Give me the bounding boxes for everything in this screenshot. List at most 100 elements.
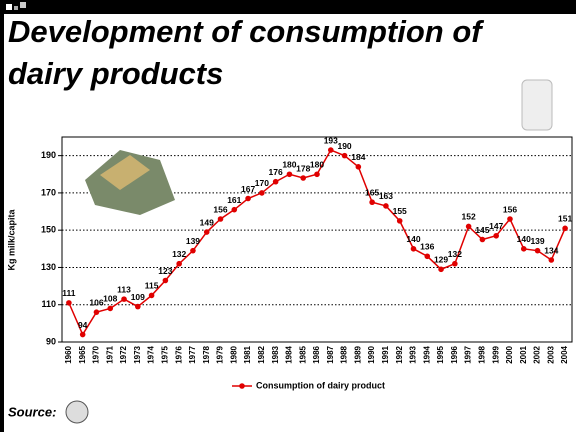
x-tick-label: 1988: [340, 345, 349, 363]
x-tick-label: 2002: [533, 345, 542, 363]
x-tick-label: 1996: [450, 345, 459, 363]
x-tick-label: 1992: [395, 345, 404, 363]
data-point: [438, 266, 444, 273]
data-label: 129: [434, 255, 448, 265]
data-label: 170: [255, 178, 269, 188]
x-tick-label: 1985: [298, 345, 307, 363]
data-point: [424, 253, 431, 260]
data-point: [217, 216, 224, 222]
data-label: 193: [324, 135, 338, 145]
data-point: [121, 296, 127, 302]
y-tick-label: 90: [46, 336, 56, 346]
data-label: 145: [475, 225, 489, 235]
data-label: 163: [379, 191, 393, 201]
data-label: 152: [462, 212, 476, 222]
data-point: [341, 152, 348, 159]
deco-square: [6, 4, 12, 10]
y-axis-label: Kg milk/capita: [6, 209, 16, 271]
x-tick-label: 1998: [478, 345, 487, 363]
legend-marker: [239, 383, 245, 389]
x-tick-label: 1987: [326, 345, 335, 363]
data-label: 132: [448, 249, 462, 259]
x-tick-label: 1999: [491, 345, 500, 363]
x-tick-label: 1991: [381, 345, 390, 363]
data-point: [534, 247, 541, 254]
data-label: 109: [131, 292, 145, 302]
data-point: [507, 216, 513, 222]
data-point: [272, 178, 279, 185]
y-tick-label: 170: [41, 187, 56, 197]
x-tick-label: 1974: [147, 345, 156, 363]
y-tick-label: 130: [41, 262, 56, 272]
source-logo: [65, 400, 89, 424]
data-label: 180: [282, 160, 296, 170]
x-tick-label: 2003: [546, 345, 555, 363]
data-point: [190, 247, 196, 254]
data-point: [176, 260, 182, 267]
data-point: [520, 246, 527, 252]
data-label: 106: [89, 297, 103, 307]
x-tick-label: 1976: [174, 345, 183, 363]
data-point: [355, 164, 362, 170]
x-tick-label: 1975: [160, 345, 169, 363]
x-tick-label: 2000: [505, 345, 514, 363]
deco-square: [20, 2, 26, 8]
x-tick-label: 2004: [560, 345, 569, 363]
data-label: 139: [186, 236, 200, 246]
data-label: 180: [310, 160, 324, 170]
x-tick-label: 1971: [105, 345, 114, 363]
x-tick-label: 1980: [229, 345, 238, 363]
y-tick-label: 150: [41, 225, 56, 235]
x-tick-label: 1997: [464, 345, 473, 363]
data-label: 113: [117, 284, 131, 294]
data-point: [300, 175, 307, 181]
data-point: [548, 257, 555, 263]
x-tick-label: 1973: [133, 345, 142, 363]
data-label: 134: [544, 245, 558, 255]
data-label: 123: [158, 266, 172, 276]
data-label: 136: [420, 242, 434, 252]
x-tick-label: 1990: [367, 345, 376, 363]
data-label: 190: [337, 141, 351, 151]
data-label: 149: [200, 217, 214, 227]
y-tick-label: 190: [41, 150, 56, 160]
x-tick-label: 1972: [119, 345, 128, 363]
data-point: [203, 229, 210, 235]
data-label: 155: [393, 206, 407, 216]
x-tick-label: 1986: [312, 345, 321, 363]
top-band: [0, 0, 576, 14]
data-label: 140: [406, 234, 420, 244]
data-point: [107, 305, 114, 312]
x-tick-label: 1960: [64, 345, 73, 363]
x-tick-label: 1993: [409, 345, 418, 363]
milk-glass-icon: [521, 79, 553, 131]
data-point: [93, 309, 100, 315]
x-tick-label: 1982: [257, 345, 266, 363]
cheese-photo: [85, 150, 175, 215]
data-point: [396, 218, 403, 224]
data-point: [162, 277, 169, 284]
data-point: [79, 331, 86, 338]
x-tick-label: 1989: [353, 345, 362, 363]
data-point: [245, 195, 251, 202]
deco-square: [14, 6, 18, 10]
data-point: [383, 203, 389, 209]
data-label: 156: [503, 204, 517, 214]
plot-frame: [61, 136, 573, 343]
x-tick-label: 1994: [422, 345, 431, 363]
title-line: dairy products: [8, 56, 223, 91]
x-tick-label: 1970: [92, 345, 101, 363]
x-tick-label: 1978: [202, 345, 211, 363]
data-point: [231, 206, 238, 213]
data-label: 184: [351, 152, 365, 162]
x-tick-label: 1981: [243, 345, 252, 363]
data-point: [148, 292, 155, 299]
x-tick-label: 1979: [216, 345, 225, 363]
x-tick-label: 2001: [519, 345, 528, 363]
data-point: [369, 199, 375, 206]
x-tick-label: 1965: [78, 345, 87, 363]
data-label: 132: [172, 249, 186, 259]
data-point: [259, 190, 265, 196]
